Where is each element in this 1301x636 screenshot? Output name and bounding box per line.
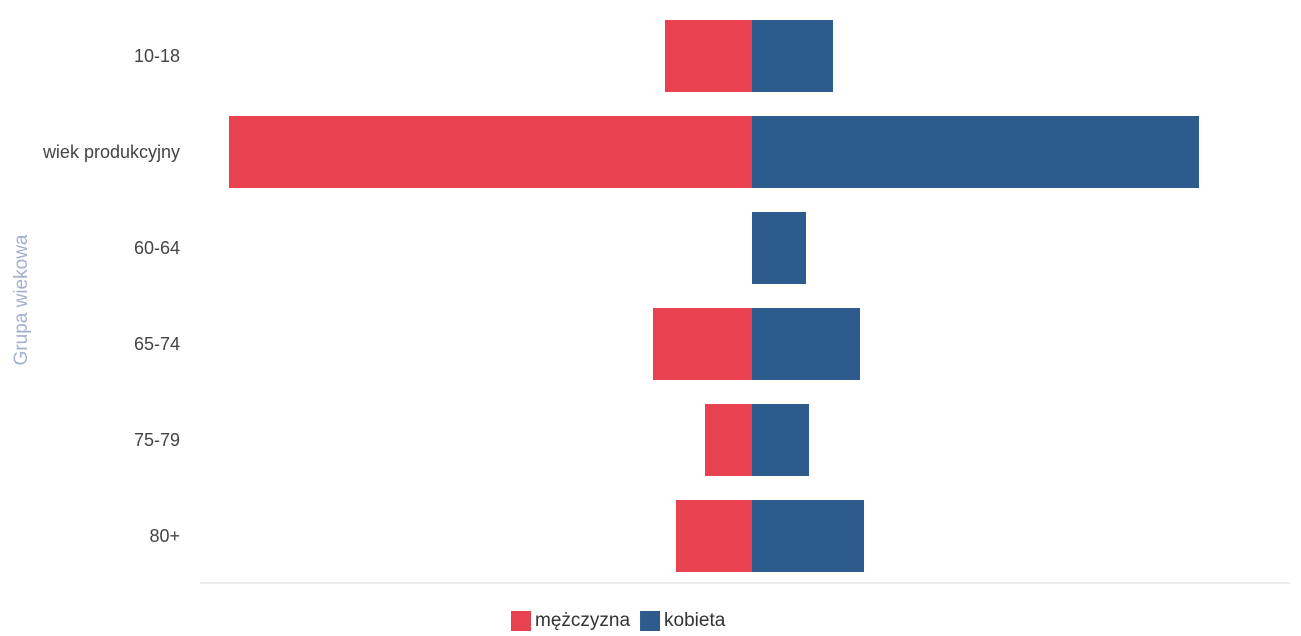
bar xyxy=(752,308,860,380)
y-axis-title: Grupa wiekowa xyxy=(11,234,32,365)
bar xyxy=(752,404,809,476)
bar xyxy=(752,500,864,572)
bar xyxy=(653,308,752,380)
legend-label: kobieta xyxy=(664,610,726,631)
y-tick-label: 60-64 xyxy=(133,238,180,258)
bar xyxy=(752,116,1199,188)
y-tick-label: 65-74 xyxy=(133,334,180,354)
bar xyxy=(752,20,833,92)
bar xyxy=(229,116,752,188)
bar xyxy=(676,500,752,572)
y-tick-label: 10-18 xyxy=(133,46,180,66)
bar xyxy=(752,212,806,284)
y-tick-label: 75-79 xyxy=(133,430,180,450)
legend-swatch xyxy=(511,611,531,631)
legend-label: mężczyzna xyxy=(535,610,630,631)
y-tick-label: 80+ xyxy=(149,526,180,546)
bar xyxy=(705,404,752,476)
bar xyxy=(665,20,752,92)
legend-swatch xyxy=(640,611,661,631)
y-tick-label: wiek produkcyjny xyxy=(42,142,180,162)
